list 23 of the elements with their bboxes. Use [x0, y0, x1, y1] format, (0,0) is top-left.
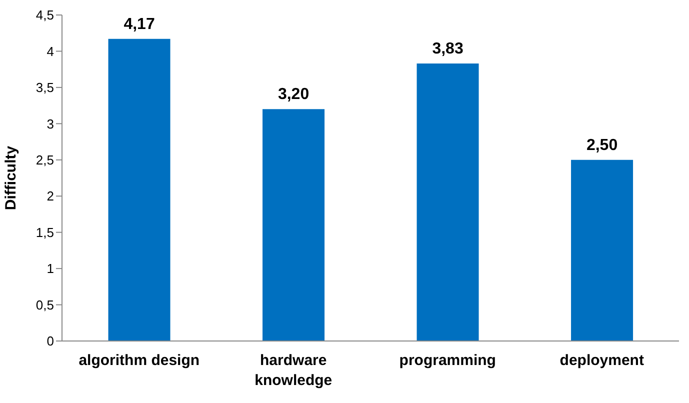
data-label: 3,83 — [432, 40, 464, 58]
bar — [108, 38, 170, 341]
data-label: 2,50 — [586, 136, 618, 154]
bar — [416, 64, 479, 341]
y-tick-label: 3 — [46, 116, 54, 132]
data-label: 3,20 — [278, 86, 310, 104]
y-tick-label: 0 — [46, 334, 54, 349]
y-tick-label: 4,5 — [36, 8, 54, 23]
bar — [571, 160, 634, 341]
x-tick-label: programming — [399, 352, 496, 369]
y-tick-label: 1 — [46, 261, 54, 276]
y-tick-label: 1,5 — [36, 224, 54, 240]
y-axis-title: Difficulty — [2, 145, 20, 210]
bar — [262, 109, 325, 341]
x-tick-label: hardware knowledge — [254, 352, 332, 389]
y-tick-label: 2 — [46, 188, 54, 204]
y-tick-label: 4 — [46, 44, 54, 59]
y-tick-label: 0,5 — [36, 297, 54, 312]
x-tick-label: algorithm design — [78, 352, 200, 369]
x-tick-label: deployment — [560, 352, 644, 369]
y-tick-label: 2,5 — [36, 152, 54, 168]
data-label: 4,17 — [124, 16, 155, 33]
y-tick-label: 3,5 — [36, 80, 54, 96]
